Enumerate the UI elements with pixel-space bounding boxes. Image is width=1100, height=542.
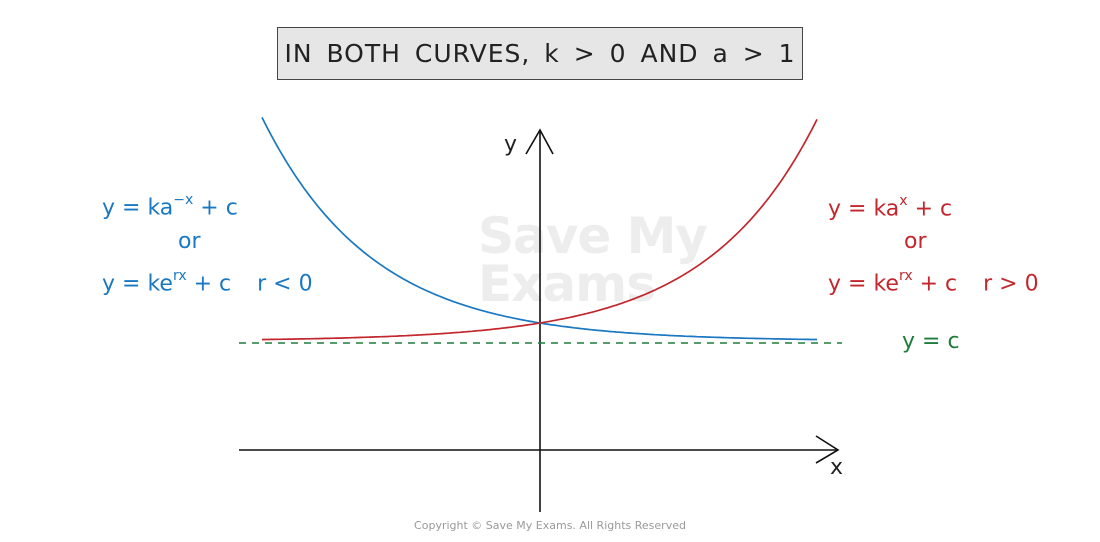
x-axis-arrowhead (815, 435, 840, 464)
title-box: IN BOTH CURVES, k > 0 AND a > 1 (277, 27, 803, 80)
increasing-exponential-curve (261, 119, 818, 341)
right-equation-or: or (904, 229, 927, 254)
right-condition: r > 0 (983, 271, 1039, 297)
title-text: IN BOTH CURVES, k > 0 AND a > 1 (284, 39, 796, 68)
right-equation-1: y = kax + c (828, 193, 953, 222)
y-axis-arrowhead (525, 128, 554, 155)
left-equation-1: y = ka−x + c (102, 192, 238, 221)
left-equation-or: or (178, 229, 201, 254)
y-axis-label: y (504, 132, 518, 157)
copyright-text: Copyright © Save My Exams. All Rights Re… (414, 519, 686, 532)
asymptote-label: y = c (902, 329, 960, 354)
watermark-logo: Save My Exams (478, 207, 708, 313)
x-axis-label: x (830, 455, 844, 480)
left-condition: r < 0 (257, 271, 313, 297)
